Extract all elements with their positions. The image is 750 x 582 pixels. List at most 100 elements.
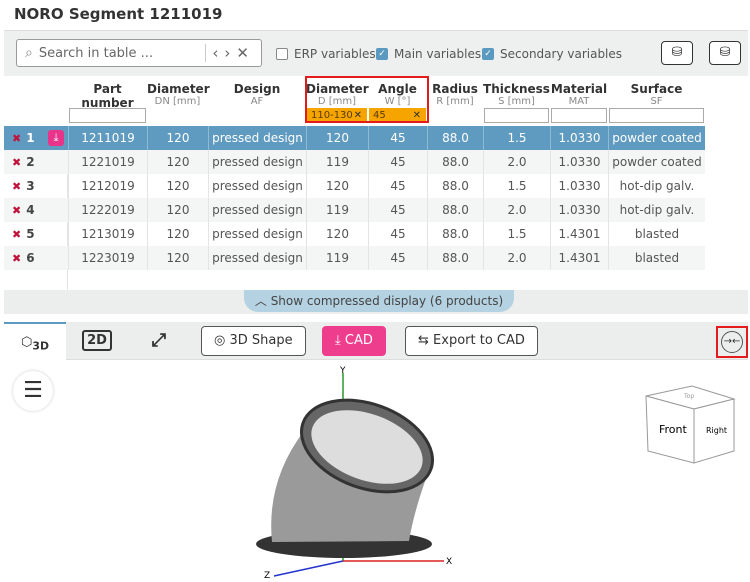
export-to-cad-button[interactable]: ⇆ Export to CAD — [405, 326, 538, 356]
table-toolbar: ⌕ Search in table ... ‹›✕ ERP variables … — [4, 30, 748, 76]
table-cell: hot-dip galv. — [608, 174, 705, 198]
column-filter-input[interactable] — [69, 108, 146, 123]
secondary-variables-checkbox[interactable]: ✓ Secondary variables — [482, 47, 622, 61]
next-icon[interactable]: › — [224, 44, 237, 62]
chevron-up-icon: ︿ — [254, 294, 271, 308]
tab-dimensions[interactable]: ⤢ — [128, 322, 190, 360]
part-icon: ✖ — [12, 204, 22, 217]
list-menu-icon[interactable]: ☰ — [13, 371, 53, 411]
table-text: 4 — [26, 203, 35, 217]
cad-download-button[interactable]: ⤓ CAD — [322, 326, 386, 356]
table-cell: pressed design — [208, 246, 306, 270]
erp-variables-checkbox[interactable]: ERP variables — [276, 47, 376, 61]
collapse-button[interactable]: →← — [716, 326, 748, 358]
column-header[interactable]: Design AF — [208, 76, 306, 126]
cube-icon: ⬡ — [21, 335, 33, 350]
table-cell: 88.0 — [427, 126, 483, 150]
column-header[interactable]: Material MAT — [550, 76, 608, 126]
table-text: ✖ 2 — [12, 150, 35, 175]
column-header[interactable]: Angle W [°] — [368, 76, 427, 126]
column-header[interactable]: Radius R [mm] — [427, 76, 483, 126]
checkbox-checked[interactable]: ✓ — [376, 48, 388, 60]
table-text: D [mm] — [317, 96, 357, 107]
table-text: Radius — [432, 82, 478, 96]
3d-viewer[interactable]: ☰ Y X Z Front Right Top — [4, 361, 748, 582]
column-filter-input[interactable] — [551, 108, 607, 123]
segment-model — [256, 398, 434, 558]
export-icon: ⇆ — [418, 333, 434, 348]
table-text: ✖ 3 — [12, 174, 35, 199]
database-settings-button[interactable]: ⛁ — [709, 41, 741, 65]
table-text: MAT — [568, 96, 590, 107]
table-cell: 45 — [368, 174, 427, 198]
table-text: DN [mm] — [154, 96, 201, 107]
table-row[interactable]: ✖ 4 1222019 120 pressed design 119 45 88.0 2.0 1.… — [4, 198, 705, 222]
table-text: Angle — [378, 82, 417, 96]
table-cell: 120 — [306, 222, 368, 246]
clear-filter-icon: ✕ — [353, 110, 362, 121]
table-text: 5 — [26, 227, 35, 241]
table-text: ✖ 5 — [12, 222, 35, 247]
column-header[interactable]: Thickness S [mm] — [483, 76, 550, 126]
search-icon: ⌕ — [25, 45, 33, 61]
column-filter-input[interactable] — [484, 108, 549, 123]
table-row[interactable]: ✖ 2 1221019 120 pressed design 119 45 88.0 2.0 1.… — [4, 150, 705, 174]
clear-icon[interactable]: ✕ — [236, 44, 255, 62]
table-row[interactable]: ✖ 5 1213019 120 pressed design 120 45 88.0 1.5 1.… — [4, 222, 705, 246]
table-cell: 45 — [368, 246, 427, 270]
3d-shape-button[interactable]: ◎ 3D Shape — [201, 326, 306, 356]
tab-3d[interactable]: ⬡3D — [4, 322, 66, 360]
table-cell: 2.0 — [483, 150, 550, 174]
download-icon: ⤓ — [48, 130, 64, 146]
table-cell: 45 — [368, 222, 427, 246]
table-text: Surface — [630, 82, 683, 96]
table-text: S [mm] — [498, 96, 535, 107]
table-text: 6 — [26, 251, 35, 265]
table-row[interactable]: ✖ 1 ⤓ 1211019 120 pressed design 120 45 88.0 1.5 1… — [4, 126, 705, 150]
download-icon: ⤓ — [335, 333, 345, 348]
table-cell: 120 — [306, 174, 368, 198]
database-export-button[interactable]: ⛁ — [661, 41, 693, 65]
search-input[interactable]: Search in table ... — [38, 45, 154, 61]
table-cell: 119 — [306, 150, 368, 174]
table-text: Material — [550, 82, 608, 96]
table-cell: 1.4301 — [550, 222, 608, 246]
table-cell: 1223019 — [68, 246, 147, 270]
table-cell: 1211019 — [68, 126, 147, 150]
column-header[interactable]: Surface SF — [608, 76, 705, 126]
checkbox-checked[interactable]: ✓ — [482, 48, 494, 60]
axis-x-label: X — [446, 557, 452, 567]
table-cell: 2.0 — [483, 198, 550, 222]
table-cell: 1222019 — [68, 198, 147, 222]
tab-2d[interactable]: 2D — [66, 322, 128, 360]
table-row[interactable]: ✖ 3 1212019 120 pressed design 120 45 88.0 1.5 1.… — [4, 174, 705, 198]
search-box[interactable]: ⌕ Search in table ... ‹›✕ — [16, 39, 262, 67]
main-variables-checkbox[interactable]: ✓ Main variables — [376, 47, 481, 61]
table-cell: blasted — [608, 222, 705, 246]
table-cell: 88.0 — [427, 222, 483, 246]
part-icon: ✖ — [12, 228, 22, 241]
cube-right-label: Right — [706, 426, 727, 435]
table-cell: 88.0 — [427, 174, 483, 198]
column-filter-input[interactable] — [609, 108, 704, 123]
column-filter-input[interactable]: 110-130 ✕ — [307, 108, 367, 123]
view-cube[interactable]: Front Right Top — [645, 385, 736, 464]
table-cell: 120 — [147, 246, 208, 270]
show-compressed-button[interactable]: ︿ Show compressed display (6 products) — [244, 290, 514, 312]
table-text: ✖ 4 — [12, 198, 35, 223]
table-cell: 2.0 — [483, 246, 550, 270]
table-cell: 1.5 — [483, 126, 550, 150]
table-cell: 1212019 — [68, 174, 147, 198]
prev-icon[interactable]: ‹ — [212, 44, 225, 62]
table-cell: 120 — [147, 198, 208, 222]
column-header[interactable]: Diameter DN [mm] — [147, 76, 210, 126]
table-cell: 45 — [368, 150, 427, 174]
table-row[interactable]: ✖ 6 1223019 120 pressed design 119 45 88.0 2.0 1.… — [4, 246, 705, 270]
axis-z-label: Z — [264, 571, 270, 581]
column-header[interactable]: Diameter D [mm] — [306, 76, 369, 126]
table-text: Diameter — [306, 82, 369, 96]
checkbox[interactable] — [276, 48, 288, 60]
table-cell: 1.5 — [483, 174, 550, 198]
table-text: Part number — [81, 82, 134, 110]
table-cell: pressed design — [208, 126, 306, 150]
